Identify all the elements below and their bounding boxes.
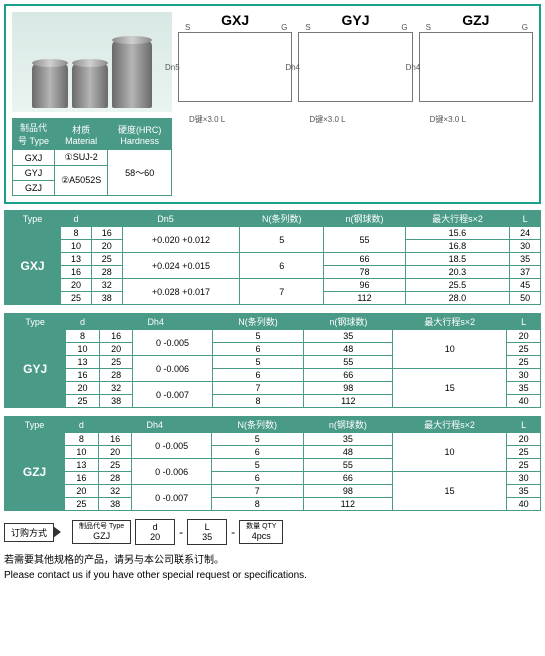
diagram-gxj: SGDn5 bbox=[178, 32, 292, 102]
mat-hdr-hardness: 硬度(HRC) Hardness bbox=[108, 119, 172, 150]
material-table: 制品代号 Type 材质 Material 硬度(HRC) Hardness G… bbox=[12, 118, 172, 196]
footnote-en: Please contact us if you have other spec… bbox=[4, 570, 541, 581]
top-panel: 制品代号 Type 材质 Material 硬度(HRC) Hardness G… bbox=[4, 4, 541, 204]
product-image bbox=[12, 12, 172, 112]
spec-table-gxj: Type d Dn5 N(条列数) n(钢球数) 最大行程s×2 L GXJ81… bbox=[4, 210, 541, 305]
mat-hdr-type: 制品代号 Type bbox=[13, 119, 55, 150]
diagram-gyj: SGDh4 bbox=[298, 32, 412, 102]
diag-title-gxj: GXJ bbox=[178, 12, 292, 28]
diagrams: GXJ SGDn5 GYJ SGDh4 GZJ SGDh4 bbox=[178, 12, 533, 196]
spec-table-gyj: Type d Dh4 N(条列数) n(钢球数) 最大行程s×2 L GYJ81… bbox=[4, 313, 541, 408]
footnote-cn: 若需要其他规格的产品，请另与本公司联系订制。 bbox=[4, 551, 541, 566]
spec-table-gzj: Type d Dh4 N(条列数) n(钢球数) 最大行程s×2 L GZJ81… bbox=[4, 416, 541, 511]
order-label: 订购方式 bbox=[4, 523, 54, 542]
mat-hdr-material: 材质 Material bbox=[54, 119, 107, 150]
diag-title-gzj: GZJ bbox=[419, 12, 533, 28]
order-format: 订购方式 制品代号 TypeGZJ d20 - L35 - 数量 QTY4pcs bbox=[4, 519, 541, 545]
diag-title-gyj: GYJ bbox=[298, 12, 412, 28]
diagram-gzj: SGDh4 bbox=[419, 32, 533, 102]
